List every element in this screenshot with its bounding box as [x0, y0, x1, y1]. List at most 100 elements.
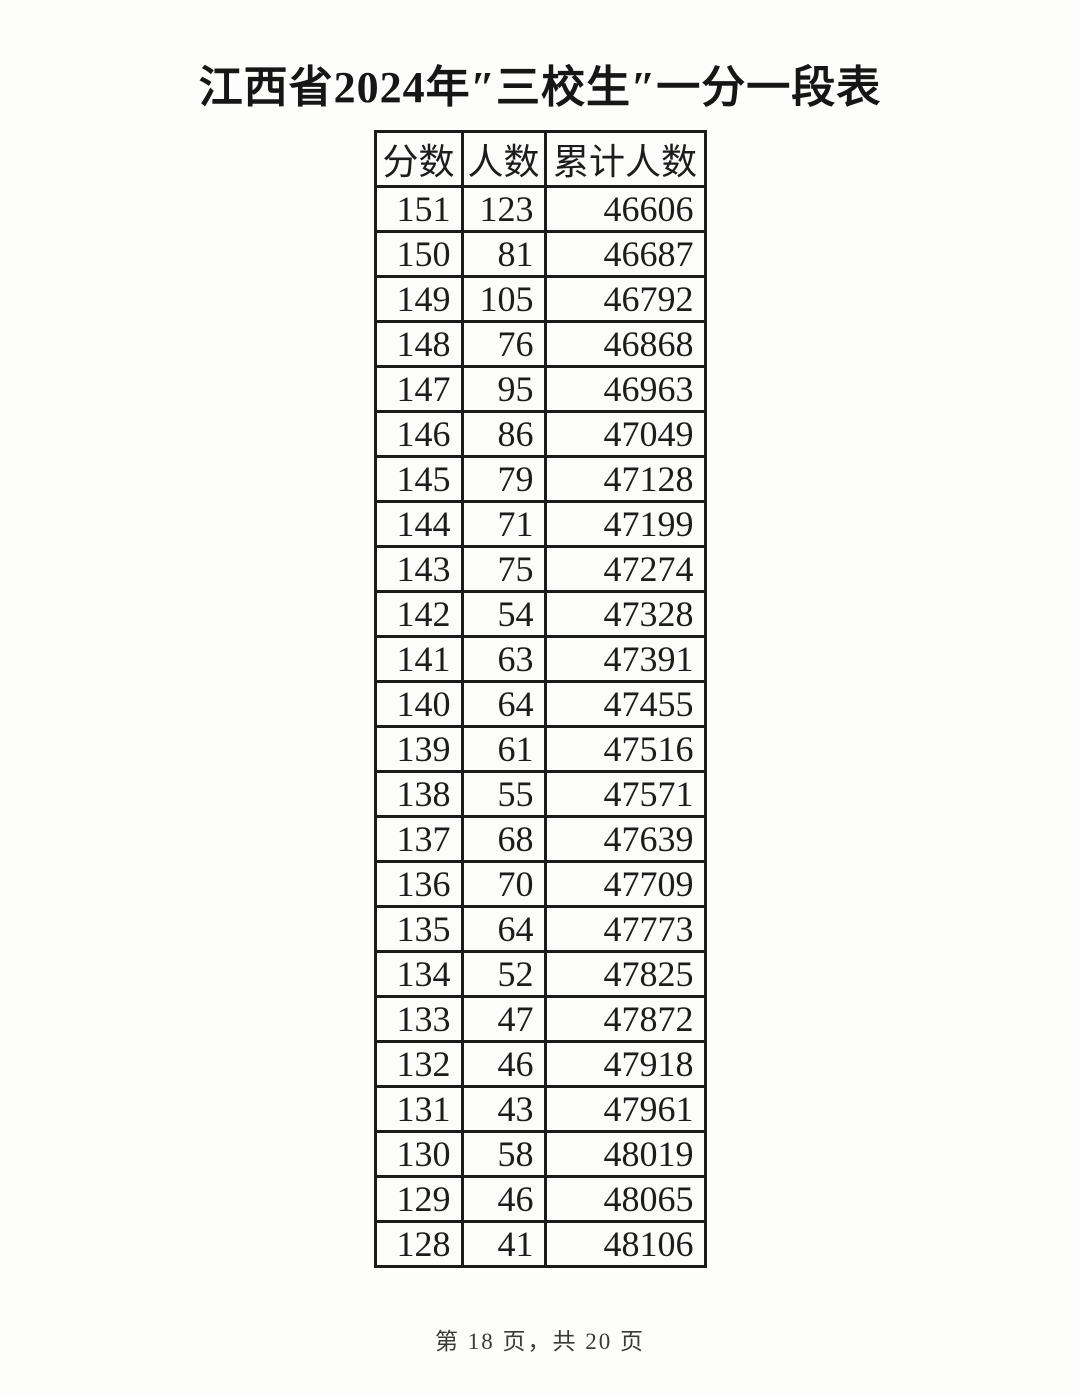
cell-count: 71	[460, 499, 547, 548]
cell-score: 135	[373, 904, 464, 953]
cell-count: 95	[460, 364, 547, 413]
cell-score: 138	[373, 769, 464, 818]
cell-cumulative-count: 47391	[543, 634, 707, 683]
table-row: 148 76 46868	[373, 319, 707, 368]
cell-count: 123	[460, 184, 547, 233]
table-row: 150 81 46687	[373, 229, 707, 278]
cell-count: 70	[460, 859, 547, 908]
table-row: 147 95 46963	[373, 364, 707, 413]
table-row: 130 58 48019	[373, 1129, 707, 1178]
score-distribution-table: 分数 人数 累计人数 151 123 46606 150 81 46687 149 105 46…	[373, 129, 707, 1268]
cell-cumulative-count: 47961	[543, 1084, 707, 1133]
cell-cumulative-count: 47455	[543, 679, 707, 728]
cell-count: 75	[460, 544, 547, 593]
cell-cumulative-count: 47049	[543, 409, 707, 458]
cell-count: 61	[460, 724, 547, 773]
cell-score: 150	[373, 229, 464, 278]
cell-count: 47	[460, 994, 547, 1043]
table-row: 135 64 47773	[373, 904, 707, 953]
cell-score: 128	[373, 1219, 464, 1268]
cell-score: 144	[373, 499, 464, 548]
table-row: 151 123 46606	[373, 184, 707, 233]
cell-score: 134	[373, 949, 464, 998]
table-row: 132 46 47918	[373, 1039, 707, 1088]
header-count: 人数	[460, 129, 547, 188]
cell-count: 64	[460, 679, 547, 728]
cell-score: 139	[373, 724, 464, 773]
cell-cumulative-count: 47128	[543, 454, 707, 503]
cell-count: 81	[460, 229, 547, 278]
table-header: 分数 人数 累计人数	[373, 129, 707, 188]
cell-score: 140	[373, 679, 464, 728]
table-row: 138 55 47571	[373, 769, 707, 818]
cell-count: 63	[460, 634, 547, 683]
header-cumulative-count: 累计人数	[543, 129, 707, 188]
cell-score: 129	[373, 1174, 464, 1223]
cell-score: 132	[373, 1039, 464, 1088]
header-score: 分数	[373, 129, 464, 188]
cell-count: 76	[460, 319, 547, 368]
cell-count: 79	[460, 454, 547, 503]
table-row: 139 61 47516	[373, 724, 707, 773]
cell-count: 64	[460, 904, 547, 953]
cell-score: 133	[373, 994, 464, 1043]
cell-score: 146	[373, 409, 464, 458]
cell-cumulative-count: 46687	[543, 229, 707, 278]
cell-count: 58	[460, 1129, 547, 1178]
table-row: 144 71 47199	[373, 499, 707, 548]
cell-score: 151	[373, 184, 464, 233]
cell-count: 41	[460, 1219, 547, 1268]
table-row: 131 43 47961	[373, 1084, 707, 1133]
cell-score: 143	[373, 544, 464, 593]
cell-cumulative-count: 48065	[543, 1174, 707, 1223]
cell-count: 43	[460, 1084, 547, 1133]
cell-count: 86	[460, 409, 547, 458]
cell-cumulative-count: 47199	[543, 499, 707, 548]
page-title: 江西省2024年″三校生″一分一段表	[198, 63, 882, 112]
table-row: 149 105 46792	[373, 274, 707, 323]
cell-cumulative-count: 47571	[543, 769, 707, 818]
table-row: 134 52 47825	[373, 949, 707, 998]
cell-score: 147	[373, 364, 464, 413]
cell-cumulative-count: 46963	[543, 364, 707, 413]
cell-cumulative-count: 46606	[543, 184, 707, 233]
cell-score: 141	[373, 634, 464, 683]
cell-count: 105	[460, 274, 547, 323]
table-body: 151 123 46606 150 81 46687 149 105 46792 148 76 468…	[373, 184, 707, 1268]
cell-score: 149	[373, 274, 464, 323]
cell-cumulative-count: 48106	[543, 1219, 707, 1268]
cell-cumulative-count: 47328	[543, 589, 707, 638]
cell-score: 131	[373, 1084, 464, 1133]
header-row: 分数 人数 累计人数	[373, 129, 707, 188]
cell-count: 68	[460, 814, 547, 863]
cell-cumulative-count: 47639	[543, 814, 707, 863]
cell-score: 136	[373, 859, 464, 908]
page-number-footer: 第 18 页，共 20 页	[435, 1328, 645, 1354]
cell-cumulative-count: 46792	[543, 274, 707, 323]
cell-cumulative-count: 47773	[543, 904, 707, 953]
table-row: 142 54 47328	[373, 589, 707, 638]
table-row: 129 46 48065	[373, 1174, 707, 1223]
cell-count: 46	[460, 1174, 547, 1223]
cell-cumulative-count: 47516	[543, 724, 707, 773]
cell-cumulative-count: 47274	[543, 544, 707, 593]
table-row: 141 63 47391	[373, 634, 707, 683]
cell-score: 145	[373, 454, 464, 503]
table-row: 136 70 47709	[373, 859, 707, 908]
table-row: 133 47 47872	[373, 994, 707, 1043]
cell-count: 52	[460, 949, 547, 998]
cell-cumulative-count: 48019	[543, 1129, 707, 1178]
table-row: 145 79 47128	[373, 454, 707, 503]
cell-count: 55	[460, 769, 547, 818]
cell-cumulative-count: 46868	[543, 319, 707, 368]
cell-score: 142	[373, 589, 464, 638]
table-row: 143 75 47274	[373, 544, 707, 593]
cell-score: 137	[373, 814, 464, 863]
cell-count: 54	[460, 589, 547, 638]
cell-cumulative-count: 47709	[543, 859, 707, 908]
cell-score: 148	[373, 319, 464, 368]
table-row: 146 86 47049	[373, 409, 707, 458]
cell-cumulative-count: 47825	[543, 949, 707, 998]
cell-cumulative-count: 47918	[543, 1039, 707, 1088]
